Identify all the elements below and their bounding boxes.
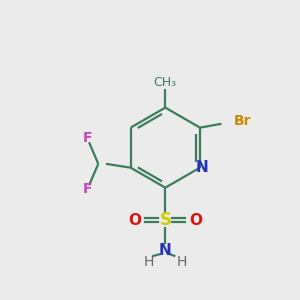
Text: Br: Br	[234, 115, 251, 128]
Text: F: F	[83, 131, 92, 146]
Text: N: N	[195, 160, 208, 175]
Text: N: N	[159, 243, 172, 258]
Text: CH₃: CH₃	[154, 76, 177, 89]
Text: H: H	[176, 255, 187, 268]
Text: O: O	[128, 212, 141, 227]
Text: H: H	[143, 255, 154, 268]
Text: O: O	[190, 212, 202, 227]
Text: S: S	[159, 211, 171, 229]
Text: F: F	[83, 182, 92, 196]
